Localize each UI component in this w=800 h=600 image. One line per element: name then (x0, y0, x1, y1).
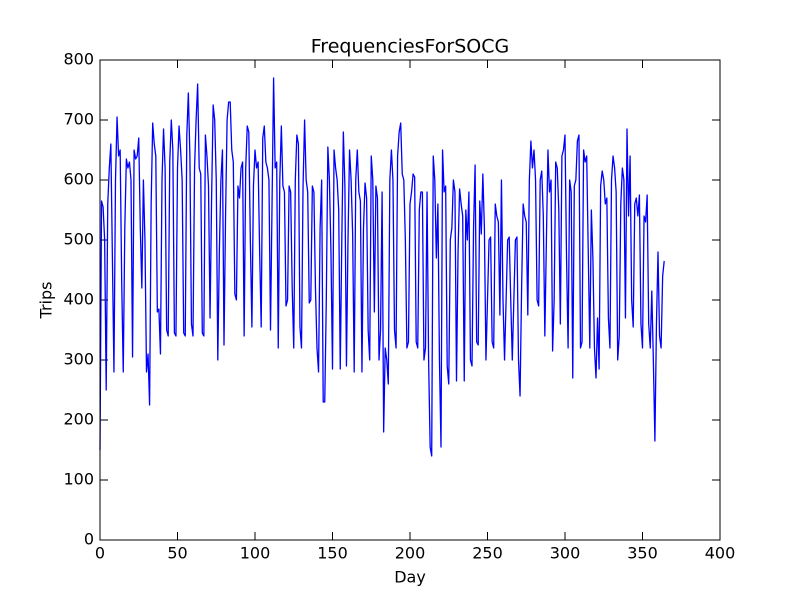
x-tick-label: 150 (317, 544, 348, 563)
x-tick-label: 350 (627, 544, 658, 563)
x-tick-label: 400 (705, 544, 736, 563)
x-tick-label: 100 (240, 544, 271, 563)
x-tick-label: 200 (395, 544, 426, 563)
chart-title: FrequenciesForSOCG (311, 36, 509, 58)
x-tick-label: 250 (472, 544, 503, 563)
y-tick-label: 0 (84, 530, 94, 549)
y-tick-label: 200 (63, 410, 94, 429)
y-tick-label: 500 (63, 230, 94, 249)
y-tick-label: 700 (63, 110, 94, 129)
y-tick-label: 400 (63, 290, 94, 309)
x-axis-label: Day (394, 568, 426, 587)
y-tick-label: 800 (63, 50, 94, 69)
data-line (99, 77, 665, 457)
x-tick-label: 50 (167, 544, 187, 563)
y-axis-label: Trips (37, 282, 56, 320)
x-tick-label: 300 (550, 544, 581, 563)
y-tick-label: 600 (63, 170, 94, 189)
plot-frame (99, 59, 721, 541)
x-tick-label: 0 (95, 544, 105, 563)
y-tick-label: 100 (63, 470, 94, 489)
y-tick-label: 300 (63, 350, 94, 369)
